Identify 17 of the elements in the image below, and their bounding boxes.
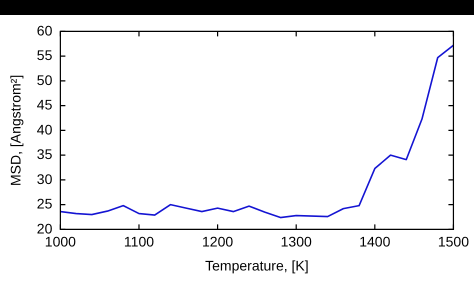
y-tick-label: 45 — [36, 96, 53, 113]
y-tick-label: 50 — [36, 72, 53, 88]
x-axis-title: Temperature, [K] — [205, 257, 309, 274]
y-tick-label: 30 — [36, 170, 53, 187]
x-tick-label: 1000 — [44, 234, 76, 250]
x-tick-label: 1500 — [438, 234, 470, 250]
y-axis-title: MSD, [Angstrom²] — [7, 74, 24, 186]
y-tick-label: 60 — [36, 22, 53, 38]
y-tick-label: 25 — [36, 196, 53, 212]
y-tick-label: 55 — [36, 47, 53, 64]
y-tick-label: 35 — [36, 146, 53, 162]
x-tick-label: 1100 — [124, 234, 154, 250]
x-tick-label: 1200 — [202, 234, 234, 250]
x-tick-label: 1400 — [359, 234, 391, 250]
y-tick-label: 20 — [36, 220, 53, 236]
x-tick-label: 1300 — [280, 234, 312, 250]
y-tick-label: 40 — [36, 121, 53, 138]
